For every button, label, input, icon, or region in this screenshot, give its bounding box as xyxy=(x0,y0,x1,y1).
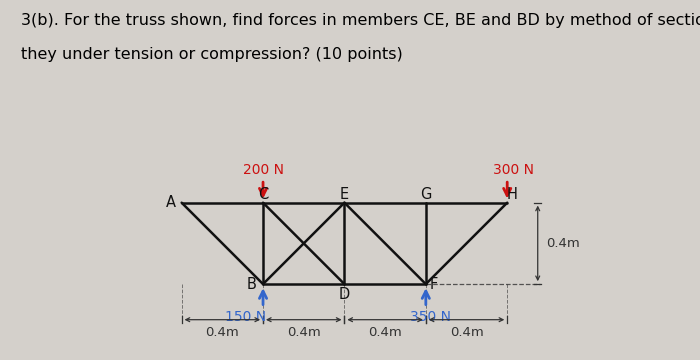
Text: E: E xyxy=(340,188,349,202)
Text: B: B xyxy=(247,276,257,292)
Text: F: F xyxy=(430,276,438,292)
Text: D: D xyxy=(339,287,350,302)
Text: 0.4m: 0.4m xyxy=(449,326,484,339)
Text: 0.4m: 0.4m xyxy=(368,326,402,339)
Text: 0.4m: 0.4m xyxy=(206,326,239,339)
Text: 0.4m: 0.4m xyxy=(287,326,321,339)
Text: 0.4m: 0.4m xyxy=(546,237,580,250)
Text: they under tension or compression? (10 points): they under tension or compression? (10 p… xyxy=(21,47,402,62)
Text: A: A xyxy=(165,195,176,210)
Text: G: G xyxy=(420,188,431,202)
Text: H: H xyxy=(507,188,518,202)
Text: 200 N: 200 N xyxy=(242,163,284,177)
Text: 150 N: 150 N xyxy=(225,310,266,324)
Text: 300 N: 300 N xyxy=(493,163,534,177)
Text: C: C xyxy=(258,188,268,202)
Text: 3(b). For the truss shown, find forces in members CE, BE and BD by method of sec: 3(b). For the truss shown, find forces i… xyxy=(21,13,700,28)
Text: 350 N: 350 N xyxy=(410,310,452,324)
